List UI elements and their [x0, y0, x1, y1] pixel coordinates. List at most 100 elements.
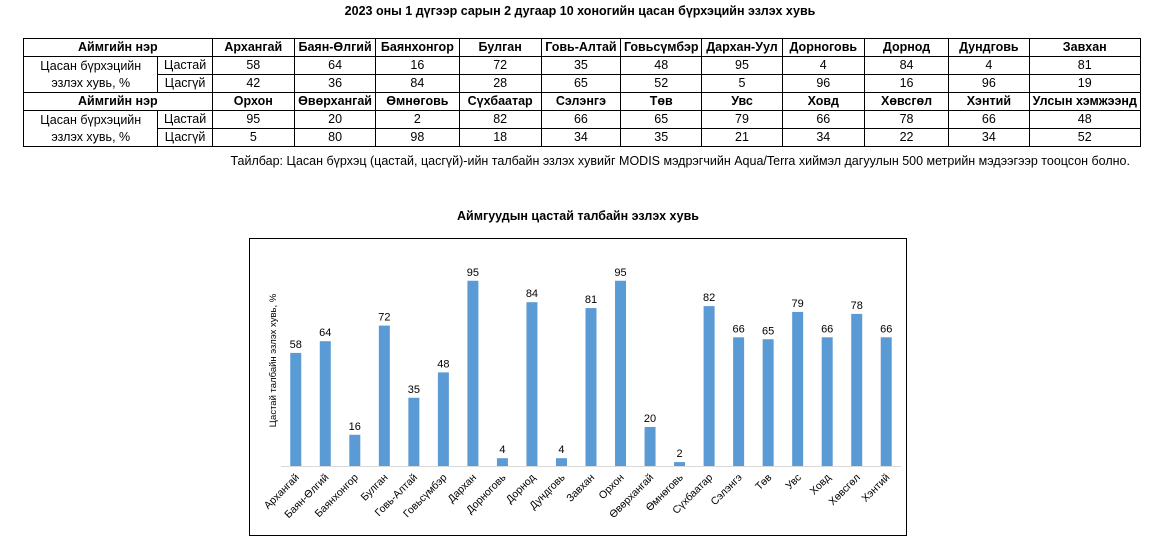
aimag-name-cell: Төв	[620, 92, 703, 111]
nosnow-value-cell: 98	[375, 128, 460, 147]
nosnow-value-cell: 21	[701, 128, 783, 147]
snow-value-cell: 16	[375, 56, 460, 75]
nosnow-value-cell: 52	[620, 74, 703, 93]
bar	[349, 434, 361, 466]
bar-chart: Цастай талбайн эзлэх хувь, % 58Архангай64…	[262, 267, 901, 521]
data-label: 66	[732, 323, 744, 335]
snow-value-cell: 58	[211, 56, 295, 75]
x-tick-label: Завхан	[564, 471, 597, 504]
snow-value-cell: 84	[863, 56, 950, 75]
nosnow-value-cell: 34	[540, 128, 622, 147]
snow-value-cell: 81	[1028, 56, 1141, 75]
table-header-row: Аймгийн нэр Орхон Өвөрхангай Өмнөговь Сүхбаа…	[23, 92, 1141, 111]
snow-value-cell: 64	[293, 56, 377, 75]
snow-value-cell: 48	[620, 56, 703, 75]
x-tick-label: Хөвсгөл	[827, 472, 863, 508]
data-label: 48	[437, 358, 449, 370]
table-row: Цасгүй 5 80 98 18 34 35 21 34 22 34 52	[24, 128, 1141, 147]
data-label: 95	[614, 267, 626, 279]
nosnow-value-cell: 96	[948, 74, 1030, 93]
bar	[851, 313, 863, 466]
data-label: 35	[408, 384, 420, 396]
bar	[733, 337, 745, 466]
snow-value-cell: 65	[620, 110, 703, 129]
data-label: 66	[880, 323, 892, 335]
y-axis-label: Цастай талбайн эзлэх хувь, %	[268, 293, 279, 427]
data-label: 66	[821, 323, 833, 335]
row-label-cell: Цасан бүрхэцийн эзлэх хувь, %	[22, 56, 159, 93]
data-label: 95	[467, 267, 479, 279]
aimag-name-cell: Баян-Өлгий	[293, 38, 377, 57]
aimag-name-cell: Сэлэнгэ	[540, 92, 622, 111]
aimag-name-cell: Говь-Алтай	[540, 38, 622, 57]
bar	[821, 337, 833, 466]
chart-area: Цастай талбайн эзлэх хувь, % 58 Архангай 64…	[249, 238, 907, 536]
row-label-cell: Цасан бүрхэцийн эзлэх хувь, %	[22, 110, 159, 147]
data-label: 64	[319, 327, 331, 339]
table-header-row: Аймгийн нэр Архангай Баян-Өлгий Баянхонгор Б…	[23, 38, 1141, 57]
aimag-name-cell: Дархан-Уул	[701, 38, 783, 57]
nosnow-value-cell: 28	[458, 74, 542, 93]
snow-value-cell: 2	[375, 110, 460, 129]
nosnow-value-cell: 22	[863, 128, 950, 147]
nosnow-value-cell: 19	[1028, 74, 1141, 93]
bar	[703, 306, 715, 466]
data-label: 82	[703, 292, 715, 304]
aimag-name-cell: Улсын хэмжээнд	[1028, 92, 1141, 111]
snow-value-cell: 4	[948, 56, 1030, 75]
bar	[437, 372, 449, 466]
data-label: 2	[677, 448, 683, 460]
nosnow-value-cell: 16	[863, 74, 950, 93]
data-label: 78	[851, 300, 863, 312]
snow-value-cell: 78	[863, 110, 950, 129]
aimag-name-cell: Увс	[701, 92, 783, 111]
snow-value-cell: 20	[293, 110, 377, 129]
data-label: 16	[349, 421, 361, 433]
bar	[526, 302, 538, 466]
x-tick-label: Хэнтий	[859, 472, 892, 505]
aimag-name-cell: Ховд	[781, 92, 865, 111]
nosnow-value-cell: 36	[293, 74, 377, 93]
nosnow-label-cell: Цасгүй	[157, 74, 213, 93]
nosnow-value-cell: 18	[458, 128, 542, 147]
data-label: 79	[792, 298, 804, 310]
nosnow-label-cell: Цасгүй	[157, 128, 213, 147]
aimag-name-cell: Архангай	[211, 38, 295, 57]
table-row: Цасан бүрхэцийн эзлэх хувь, % Цастай 95 20 2…	[22, 110, 1141, 147]
x-tick-label: Ховд	[808, 472, 834, 498]
header-label-cell: Аймгийн нэр	[23, 38, 213, 57]
aimag-name-cell: Өмнөговь	[375, 92, 460, 111]
aimag-name-cell: Сүхбаатар	[458, 92, 542, 111]
snow-label-cell: Цастай	[157, 110, 213, 129]
header-label-cell: Аймгийн нэр	[23, 92, 213, 111]
bar	[467, 280, 479, 466]
table-row: Цасан бүрхэцийн эзлэх хувь, % Цастай 58 64 1…	[22, 56, 1141, 93]
snow-value-cell: 95	[211, 110, 295, 129]
nosnow-value-cell: 52	[1028, 128, 1141, 147]
snow-value-cell: 66	[781, 110, 865, 129]
snow-value-cell: 66	[540, 110, 622, 129]
nosnow-value-cell: 96	[781, 74, 865, 93]
bar	[585, 308, 597, 466]
nosnow-value-cell: 65	[540, 74, 622, 93]
x-tick-label: Төв	[753, 471, 774, 492]
nosnow-value-cell: 5	[701, 74, 783, 93]
aimag-name-cell: Дорноговь	[781, 38, 865, 57]
bar	[792, 311, 804, 466]
nosnow-value-cell: 34	[948, 128, 1030, 147]
bar	[555, 458, 567, 466]
data-label: 4	[499, 444, 505, 456]
bar	[496, 458, 508, 466]
data-label: 81	[585, 294, 597, 306]
table-note: Тайлбар: Цасан бүрхэц (цастай, цасгүй)-и…	[230, 154, 1130, 168]
nosnow-value-cell: 5	[211, 128, 295, 147]
bar	[408, 397, 420, 466]
aimag-name-cell: Дорнод	[863, 38, 950, 57]
snow-value-cell: 4	[781, 56, 865, 75]
aimag-name-cell: Дундговь	[948, 38, 1030, 57]
bar	[674, 462, 686, 466]
data-label: 4	[558, 444, 564, 456]
aimag-name-cell: Хөвсгөл	[863, 92, 950, 111]
snow-value-cell: 82	[458, 110, 542, 129]
bar	[644, 427, 656, 466]
